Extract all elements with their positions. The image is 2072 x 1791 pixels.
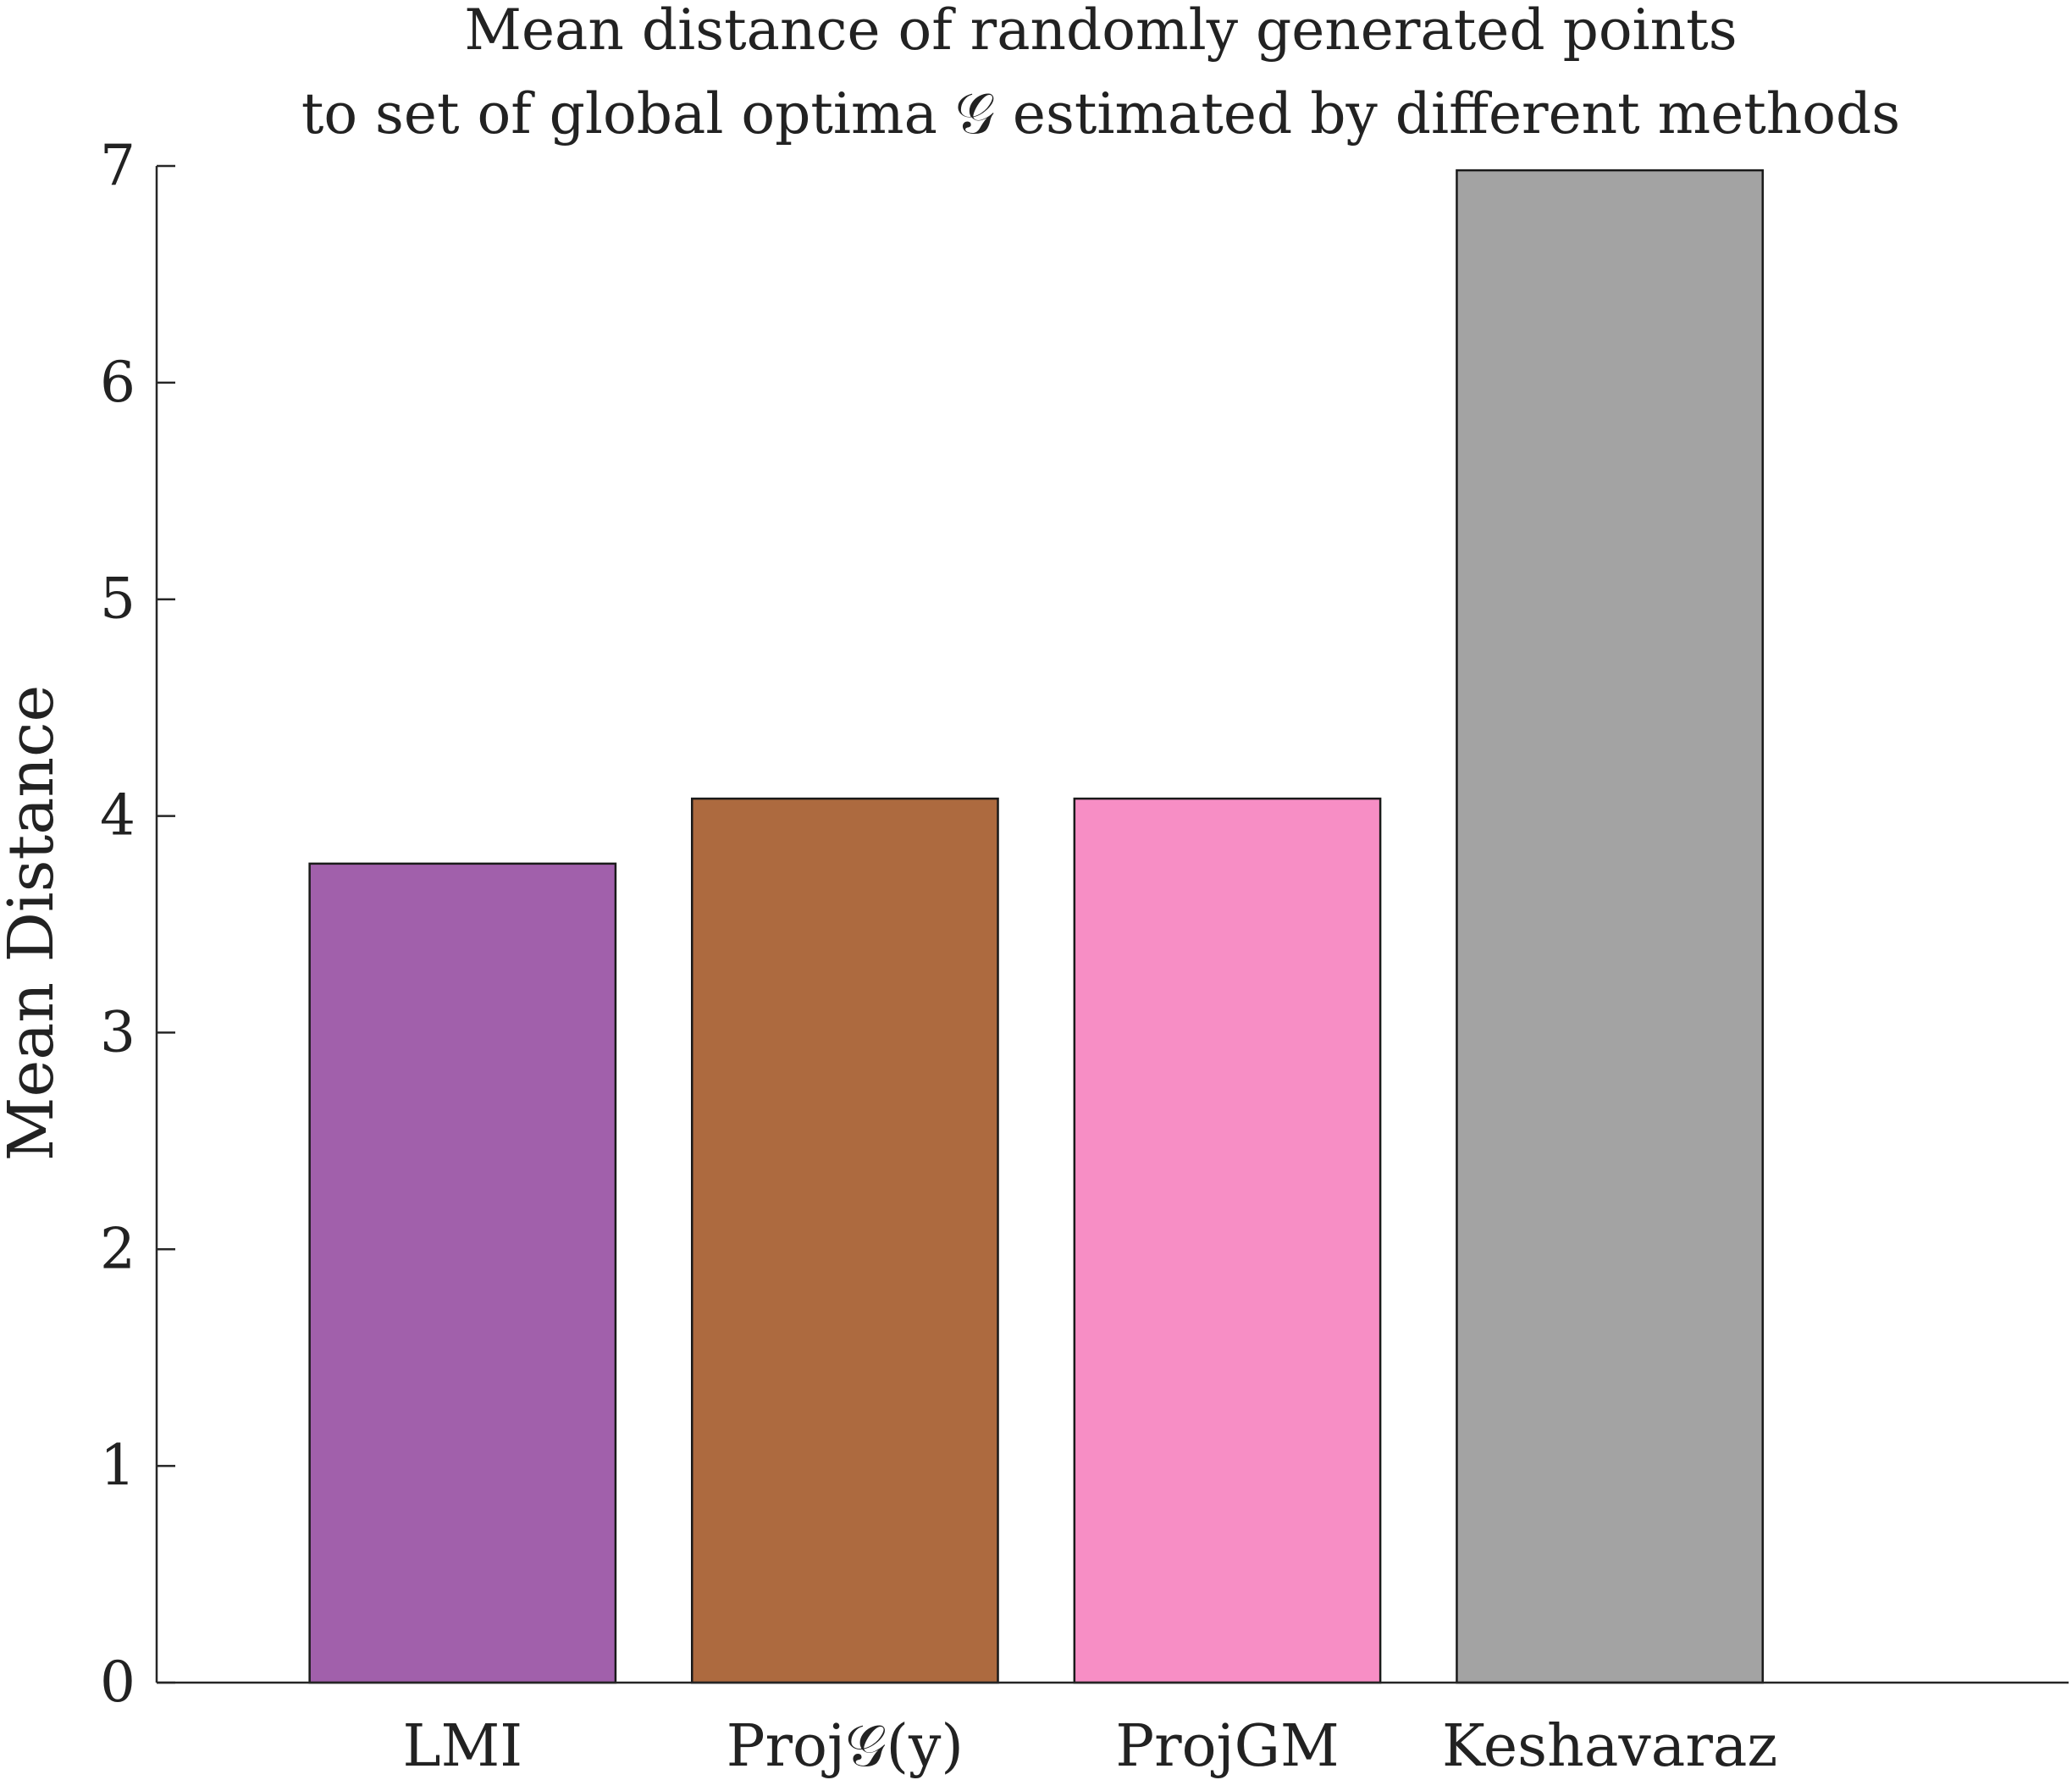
y-tick-label: 7 (100, 133, 135, 198)
x-category-label: Proj𝒢(y) (727, 1713, 964, 1780)
x-labels-layer: LMI Proj𝒢(y) ProjGM Keshavaraz (402, 1713, 1777, 1780)
y-tick-label: 4 (100, 783, 135, 849)
y-axis-title: Mean Distance (0, 685, 68, 1162)
chart-title-line-1: Mean distance of randomly generated poin… (464, 0, 1737, 63)
x-category-label: ProjGM (1115, 1713, 1339, 1780)
y-tick-label: 3 (100, 999, 135, 1064)
y-tick-label: 0 (100, 1650, 135, 1715)
chart-title-line-2: to set of global optima 𝒢 estimated by d… (301, 81, 1900, 146)
y-ticks-layer: 0 1 2 3 4 5 6 7 (100, 133, 175, 1715)
axes-layer (155, 166, 2069, 1684)
bar (1456, 169, 1764, 1684)
y-tick-label: 5 (100, 567, 135, 632)
chart-title-line-2-text: to set of global optima 𝒢 estimated by d… (301, 81, 1900, 146)
bar (690, 797, 999, 1684)
x-category-label: LMI (402, 1713, 522, 1780)
y-tick-label: 6 (100, 350, 135, 415)
x-category-label: Keshavaraz (1442, 1713, 1777, 1780)
y-tick-label: 1 (100, 1433, 135, 1498)
bars-layer (308, 169, 1764, 1684)
bar (308, 862, 617, 1684)
y-tick-label: 2 (100, 1216, 135, 1281)
bar (1073, 797, 1382, 1684)
